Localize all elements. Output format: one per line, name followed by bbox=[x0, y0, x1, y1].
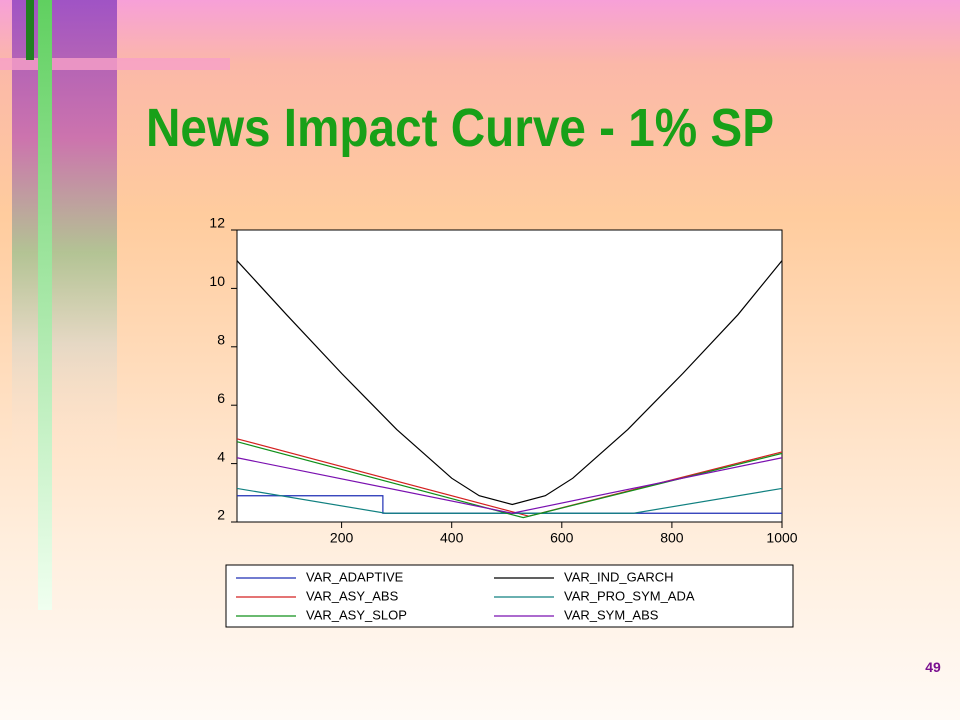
slide-title: News Impact Curve - 1% SP bbox=[146, 98, 774, 158]
y-tick-label: 10 bbox=[209, 273, 225, 289]
x-tick-label: 200 bbox=[330, 530, 354, 546]
decoration bbox=[26, 0, 34, 60]
legend-label: VAR_ASY_ABS bbox=[306, 588, 399, 603]
x-tick-label: 600 bbox=[550, 530, 574, 546]
series-line bbox=[236, 260, 783, 506]
y-tick-label: 4 bbox=[217, 448, 225, 464]
x-tick-label: 800 bbox=[660, 530, 684, 546]
legend-label: VAR_ASY_SLOP bbox=[306, 607, 407, 622]
legend-label: VAR_IND_GARCH bbox=[564, 569, 674, 584]
decoration bbox=[38, 0, 52, 610]
legend-label: VAR_SYM_ABS bbox=[564, 607, 659, 622]
decoration bbox=[0, 58, 230, 70]
y-tick-label: 8 bbox=[217, 332, 225, 348]
series-line bbox=[236, 457, 783, 514]
y-tick-label: 12 bbox=[209, 215, 225, 231]
x-tick-label: 400 bbox=[440, 530, 464, 546]
page-number: 49 bbox=[925, 659, 941, 675]
series-line bbox=[236, 441, 783, 519]
legend bbox=[225, 564, 794, 628]
plot-area bbox=[236, 229, 783, 523]
y-tick-label: 6 bbox=[217, 390, 225, 406]
decoration bbox=[12, 0, 117, 460]
legend-label: VAR_ADAPTIVE bbox=[306, 569, 404, 584]
y-tick-label: 2 bbox=[217, 507, 225, 523]
x-tick-label: 1000 bbox=[766, 530, 797, 546]
legend-label: VAR_PRO_SYM_ADA bbox=[564, 588, 695, 603]
